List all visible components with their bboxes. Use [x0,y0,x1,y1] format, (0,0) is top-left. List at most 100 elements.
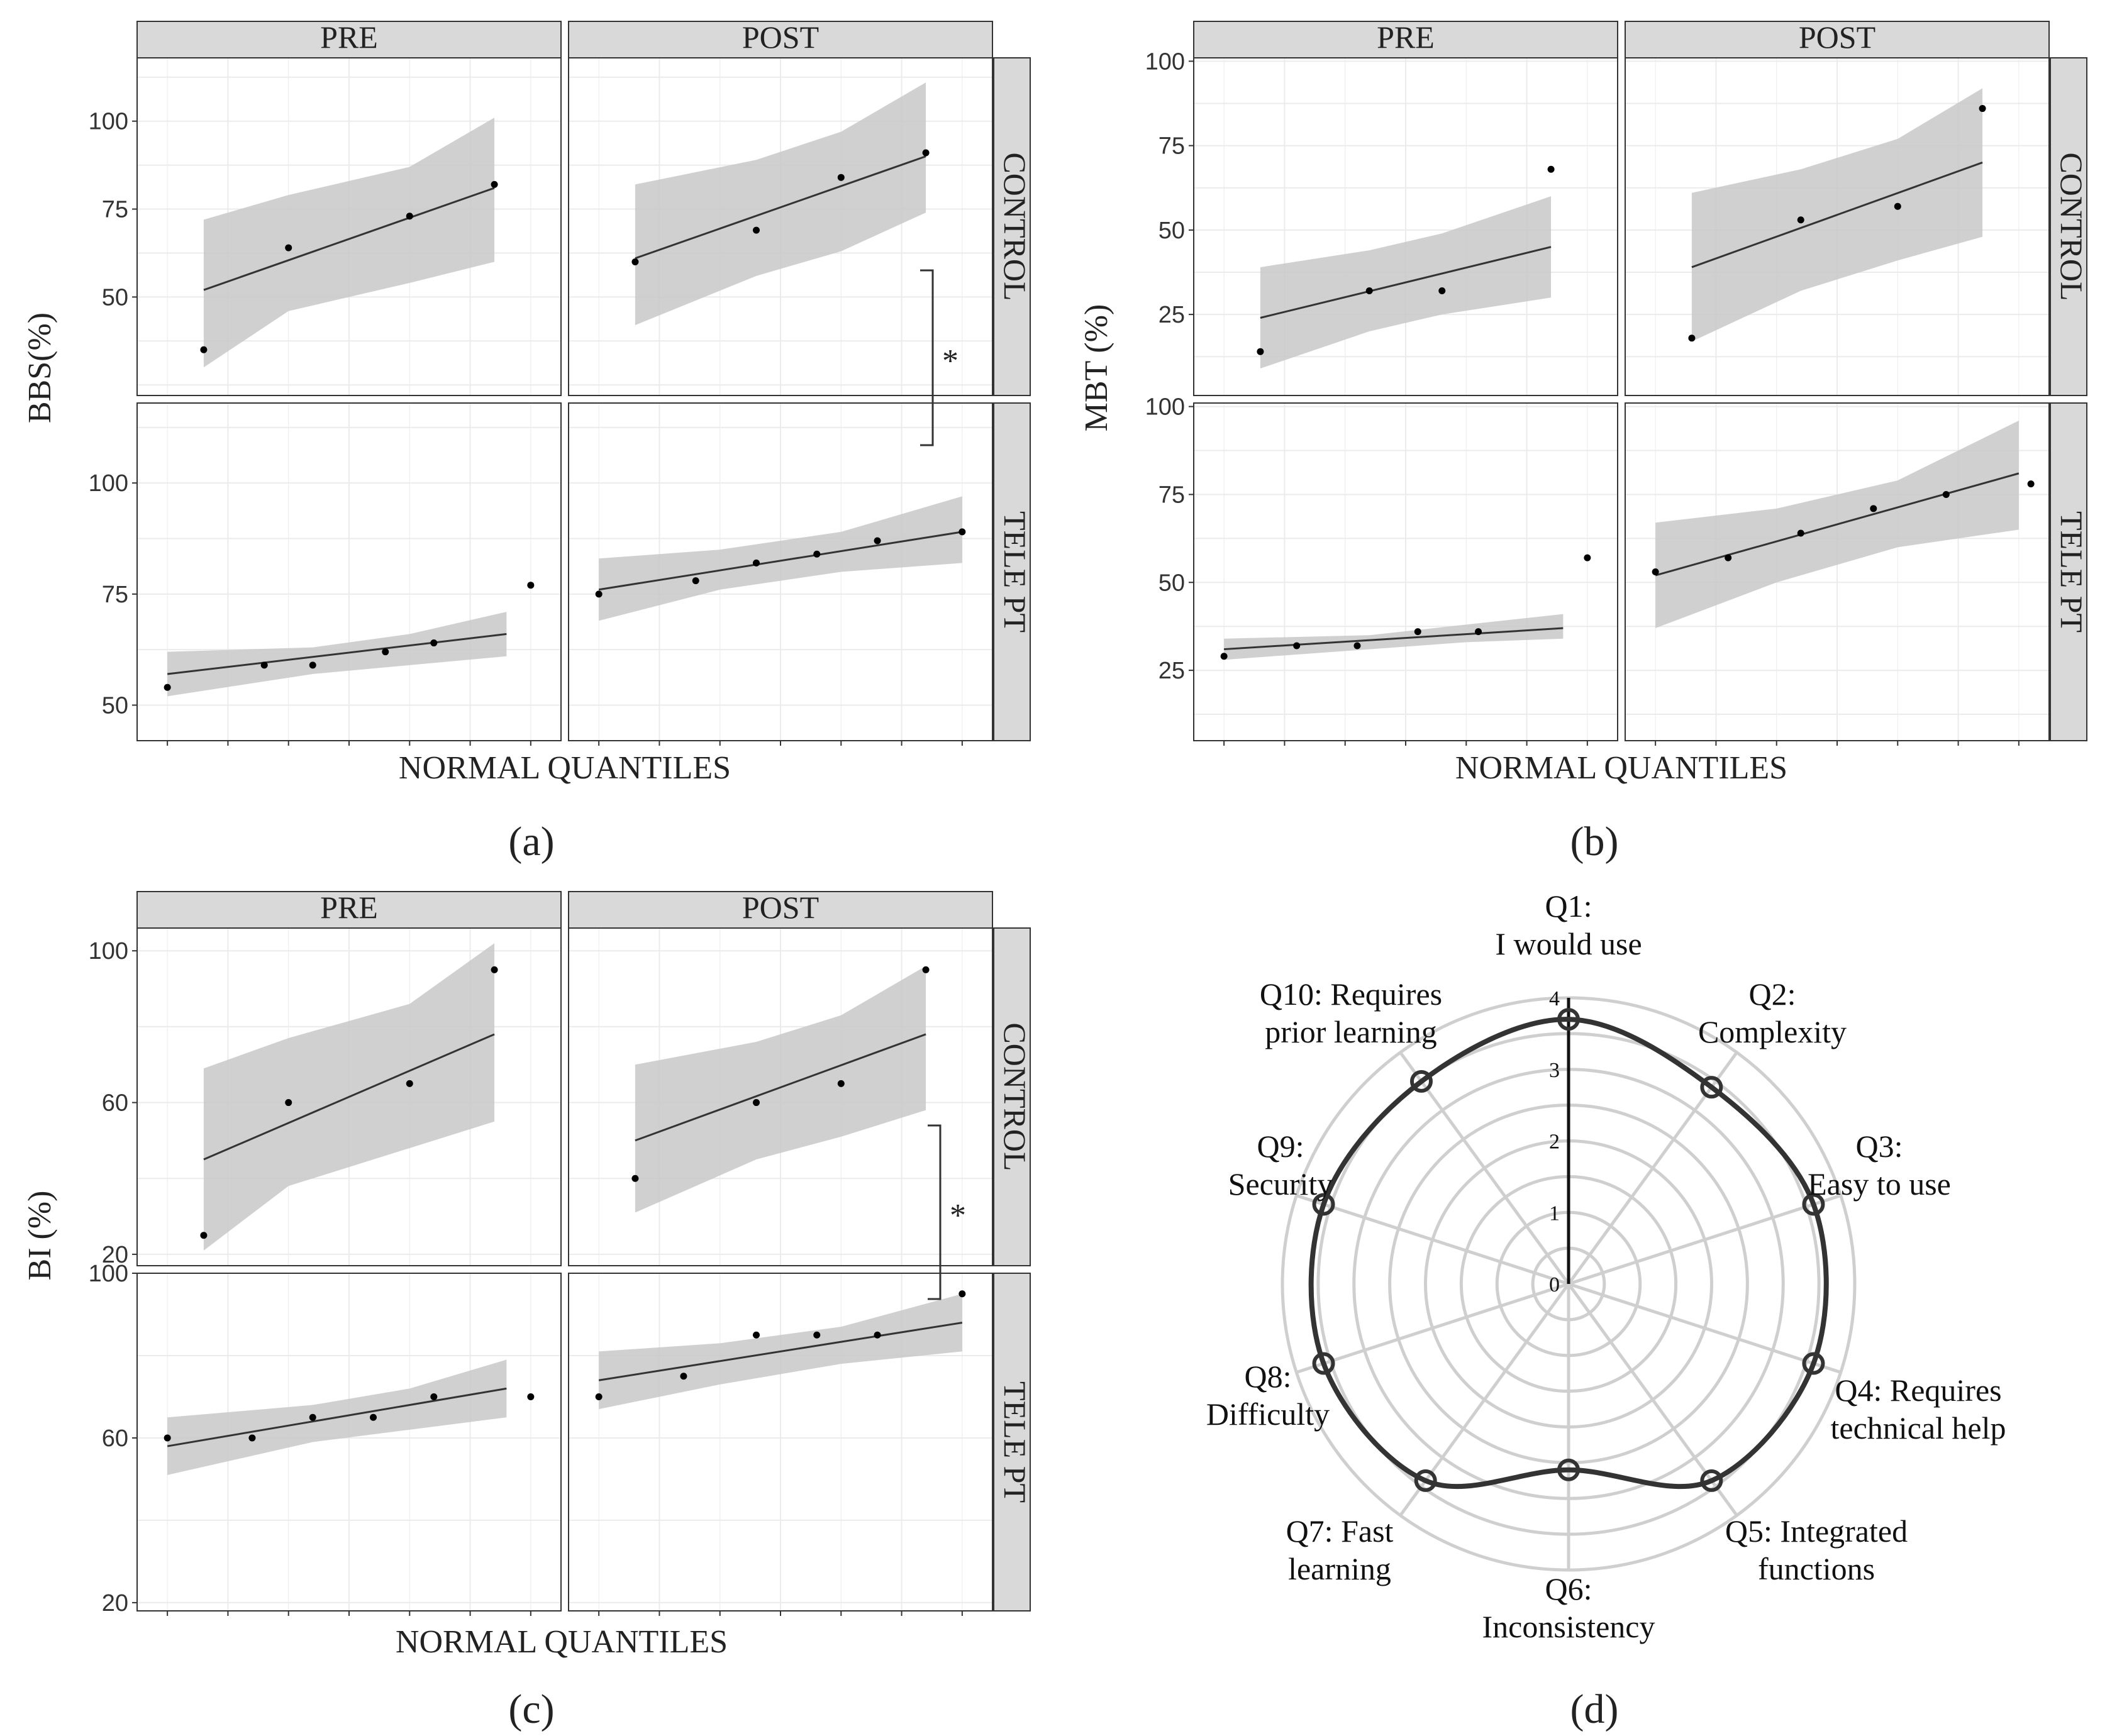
data-point [164,683,171,691]
y-tick-label: 100 [89,1261,128,1287]
data-point [813,1331,821,1339]
data-point [200,346,208,353]
radar-axis-label-line: I would use [1495,926,1642,961]
radar-marker [1802,1352,1825,1375]
radar-marker [1409,1070,1433,1093]
panel-tele-pt-post [568,1273,993,1616]
radar-r-tick: 1 [1549,1202,1560,1225]
y-tick-label: 75 [1159,482,1185,508]
chart-b: PRE POST CONTROL 25 50 75 100 TELE PT 25 50 75 100 [1145,19,2089,746]
radar-marker [1700,1469,1723,1492]
panel-control-pre [136,927,562,1266]
data-point [1894,202,1901,210]
panel-control-pre [136,57,562,396]
y-tick-label: 50 [102,692,128,719]
radar-marker [1414,1469,1437,1492]
significance-bracket [928,1124,942,1300]
radar-marker [1557,1008,1580,1031]
data-point [1979,105,1986,113]
data-point [752,226,760,234]
facet-strip-label: POST [742,890,819,925]
radar-spoke [1568,1282,1842,1374]
radar-r-tick: 2 [1549,1131,1560,1154]
radar-axis-label: Q5: Integrated functions [1725,1513,1908,1586]
data-point [922,966,930,973]
radar-axis-label: Q10: Requires prior learning [1260,976,1442,1049]
panel-tele-pt-pre [1193,402,1618,746]
panel-letter-c: (c) [508,1686,554,1732]
data-point [1220,653,1228,660]
facet-strip-label: TELE PT [997,1381,1033,1503]
facet-strip-control [2050,57,2087,396]
data-point [309,661,316,669]
facet-strip-control [993,57,1031,396]
facet-strip-tele-pt [2050,402,2087,741]
panel-control-post [568,927,993,1266]
panel-tele-pt-post [568,402,993,746]
facet-strip-tele-pt [993,1273,1031,1612]
data-point [874,537,881,545]
panel-control-post [568,57,993,396]
y-tick-label: 75 [102,582,128,608]
data-point [1353,642,1361,650]
panel-letter-a: (a) [508,819,554,865]
data-point [1942,490,1950,498]
data-point [631,1175,639,1182]
chart-b-ylabel: MBT (%) [1079,304,1114,432]
radar-spoke [1399,1051,1570,1285]
data-point [200,1232,208,1239]
data-point [285,1099,292,1107]
data-point [1584,554,1591,561]
radar-axis-label-line: Easy to use [1808,1166,1951,1202]
facet-strip-label: TELE PT [2054,511,2089,633]
chart-d-radar: 0 1 2 3 4 Q1: I would use Q2: Complexity Q3: Easy … [1206,888,2006,1644]
qq-fit-line [1691,162,1983,268]
data-point [406,213,413,220]
panel-border [1193,57,1618,396]
data-point [958,528,966,536]
data-point [631,258,639,265]
chart-a: PRE POST CONTROL 50 75 100 TELE PT 50 75 100 * [89,19,1033,746]
radar-axis-label: Q1: I would use [1495,888,1642,961]
confidence-band [599,496,962,621]
data-point [1797,529,1804,537]
y-tick-label: 25 [1159,302,1185,328]
data-point [1475,628,1482,636]
panel-tele-pt-pre [136,402,562,746]
facet-strip-label: CONTROL [2054,152,2089,301]
qq-fit-line [635,1033,926,1142]
radar-spoke [1296,1194,1569,1286]
data-point [1414,628,1421,636]
qq-fit-line [203,187,495,291]
radar-axis-label-line: Q5: Integrated [1725,1513,1908,1549]
radar-marker [1312,1352,1335,1375]
data-point [837,1080,845,1087]
data-point [595,1393,603,1400]
radar-axis-label-line: prior learning [1265,1014,1437,1049]
data-point [430,639,438,647]
radar-axis-label: Q8: Difficulty [1206,1359,1330,1432]
y-tick-label: 50 [1159,218,1185,244]
radar-axis-label-line: technical help [1830,1410,2006,1446]
data-point [922,149,930,157]
qq-fit-line [635,155,926,260]
significance-bracket [920,269,934,446]
y-tick-label: 20 [102,1242,128,1268]
qq-fit-line [598,531,963,591]
panel-border [136,927,562,1266]
chart-b-xlabel: NORMAL QUANTILES [1455,750,1787,786]
data-point [752,559,760,567]
radar-axis-label-line: Q9: [1257,1129,1304,1164]
data-point [406,1080,413,1087]
radar-axis-label: Q4: Requires technical help [1830,1373,2006,1446]
data-point [813,550,821,558]
panel-border [568,927,993,1266]
radar-axis-label-line: Security [1228,1166,1333,1202]
qq-fit-line [1655,472,2020,577]
radar-axis-label-line: Inconsistency [1482,1609,1655,1644]
panel-letter-b: (b) [1570,819,1619,865]
qq-fit-line [167,633,507,675]
radar-axis-label-line: Q8: [1245,1359,1292,1394]
facet-strip-label: CONTROL [997,1022,1033,1171]
